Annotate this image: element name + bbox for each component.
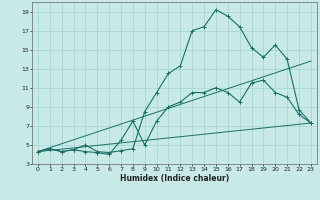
X-axis label: Humidex (Indice chaleur): Humidex (Indice chaleur) [120, 174, 229, 183]
